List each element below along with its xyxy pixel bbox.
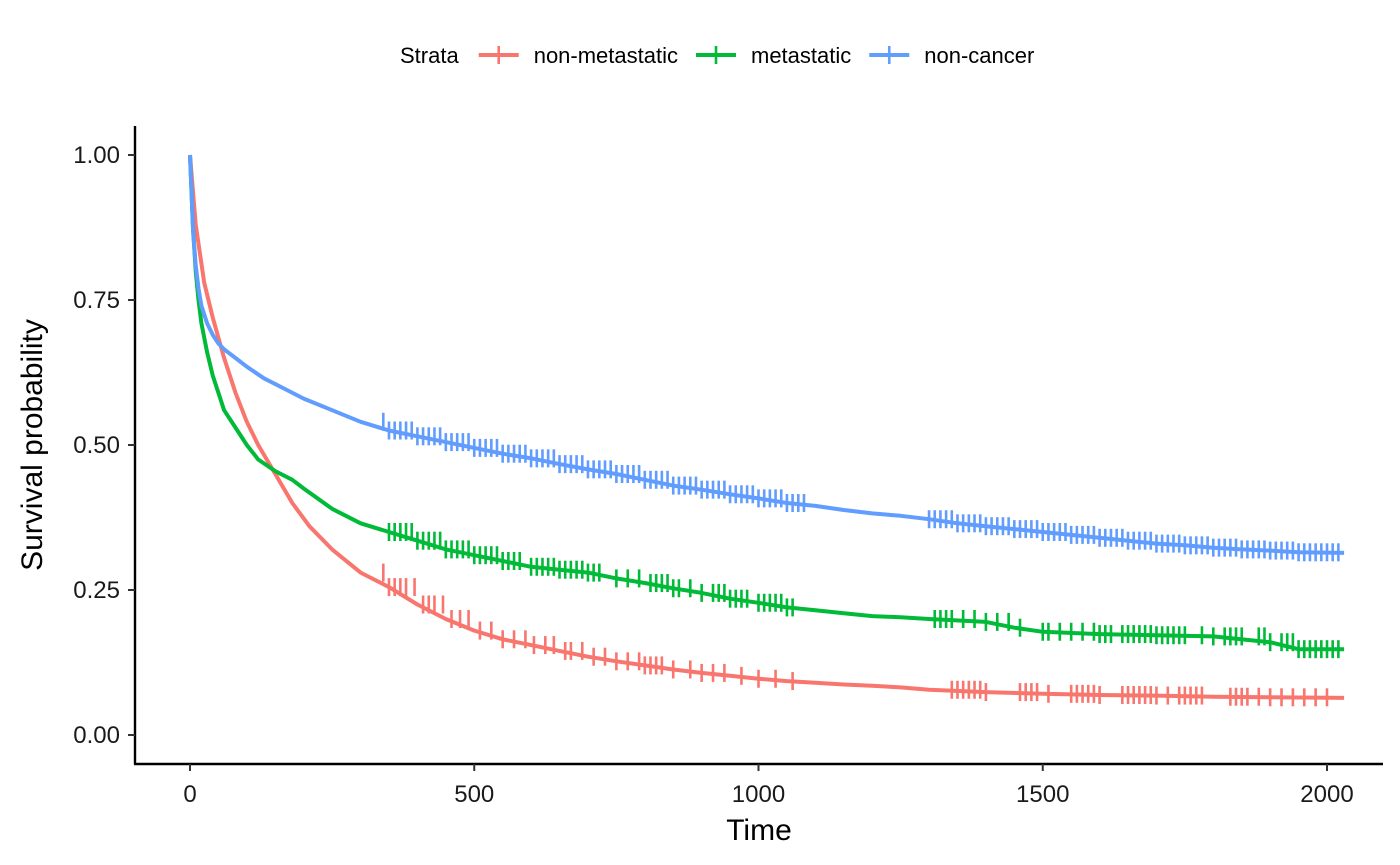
survival-curve-non-cancer — [188, 154, 1345, 555]
series-non-metastatic — [188, 154, 1345, 707]
legend-item-non-metastatic: non-metastatic — [478, 43, 678, 68]
y-tick-label: 0.75 — [73, 287, 120, 314]
x-tick-label: 1500 — [1016, 781, 1069, 808]
plot-area — [188, 154, 1345, 707]
legend-label: non-cancer — [924, 43, 1034, 68]
x-tick-label: 1000 — [732, 781, 785, 808]
legend-item-metastatic: metastatic — [696, 43, 851, 68]
legend: Strata non-metastatic metastatic non-cance… — [400, 43, 1034, 68]
x-tick-label: 2000 — [1300, 781, 1353, 808]
legend-title: Strata — [400, 43, 459, 68]
survival-curve-metastatic — [188, 154, 1345, 652]
x-axis-title: Time — [726, 814, 792, 847]
y-axis-title: Survival probability — [16, 319, 49, 571]
y-axis: 0.00 0.25 0.50 0.75 1.00 — [73, 142, 135, 749]
survival-curve-non-metastatic — [188, 154, 1345, 700]
y-tick-label: 1.00 — [73, 142, 120, 169]
y-tick-label: 0.50 — [73, 432, 120, 459]
y-tick-label: 0.25 — [73, 577, 120, 604]
x-axis: 0 500 1000 1500 2000 — [183, 764, 1354, 808]
series-non-cancer — [188, 154, 1345, 562]
x-tick-label: 0 — [183, 781, 196, 808]
legend-item-non-cancer: non-cancer — [869, 43, 1034, 68]
y-tick-label: 0.00 — [73, 722, 120, 749]
legend-label: non-metastatic — [534, 43, 678, 68]
x-tick-label: 500 — [454, 781, 494, 808]
series-metastatic — [188, 154, 1345, 659]
legend-label: metastatic — [751, 43, 851, 68]
